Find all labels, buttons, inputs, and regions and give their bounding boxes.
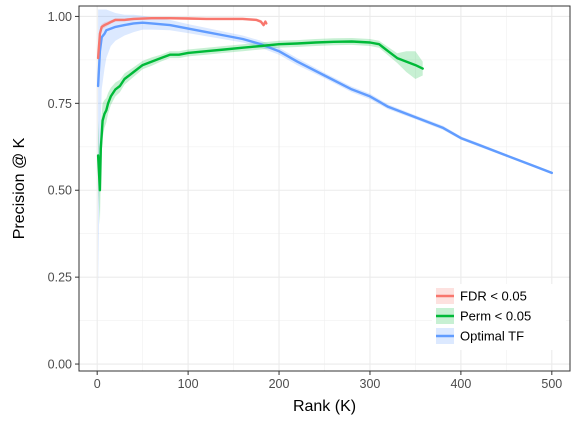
legend-item-perm-0-05: Perm < 0.05 — [436, 308, 531, 324]
y-axis-title: Precision @ K — [11, 137, 28, 239]
legend-item-optimal-tf: Optimal TF — [436, 328, 524, 344]
x-tick-label: 200 — [269, 377, 290, 391]
legend-box — [432, 284, 566, 350]
y-tick-label: 0.75 — [48, 97, 72, 111]
plot-panel-border — [78, 5, 571, 372]
y-axis-ticks: 0.00 0.25 0.50 0.75 1.00 — [48, 10, 79, 372]
x-axis-ticks: 0 100 200 300 400 500 — [94, 371, 562, 391]
series-line-perm-0-05 — [96, 40, 424, 192]
legend-label: FDR < 0.05 — [460, 289, 527, 304]
grid-minor — [79, 6, 570, 371]
legend-label: Perm < 0.05 — [460, 309, 531, 324]
series-lines — [96, 17, 553, 192]
series-line-fdr-0-05 — [96, 17, 268, 60]
x-axis-title: Rank (K) — [293, 398, 356, 415]
x-tick-label: 0 — [94, 377, 101, 391]
y-tick-label: 0.25 — [48, 271, 72, 285]
grid-major — [79, 6, 570, 371]
legend-label: Optimal TF — [460, 329, 524, 344]
x-tick-label: 400 — [450, 377, 471, 391]
legend-item-fdr-0-05: FDR < 0.05 — [436, 288, 527, 304]
x-tick-label: 100 — [178, 377, 199, 391]
y-tick-label: 0.50 — [48, 184, 72, 198]
y-tick-label: 1.00 — [48, 10, 72, 24]
y-tick-label: 0.00 — [48, 358, 72, 372]
x-tick-label: 500 — [541, 377, 562, 391]
x-tick-label: 300 — [360, 377, 381, 391]
band-perm-0-05 — [98, 38, 423, 225]
series-line-optimal-tf — [96, 21, 553, 175]
legend: FDR < 0.05 Perm < 0.05 Optimal TF — [432, 284, 566, 350]
